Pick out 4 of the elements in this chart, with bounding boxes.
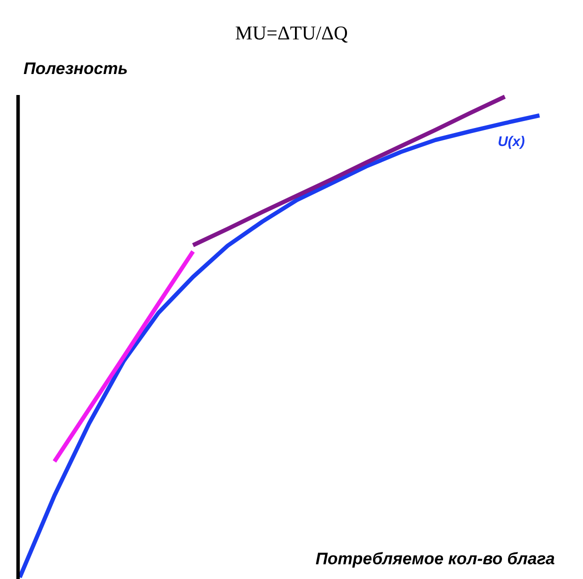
x-axis-title: Потребляемое кол-во блага	[316, 552, 554, 568]
series-label: U(x)	[498, 136, 524, 149]
y-axis-title: Полезность	[24, 62, 127, 74]
chart-title: MU=ΔTU/ΔQ	[236, 26, 348, 43]
